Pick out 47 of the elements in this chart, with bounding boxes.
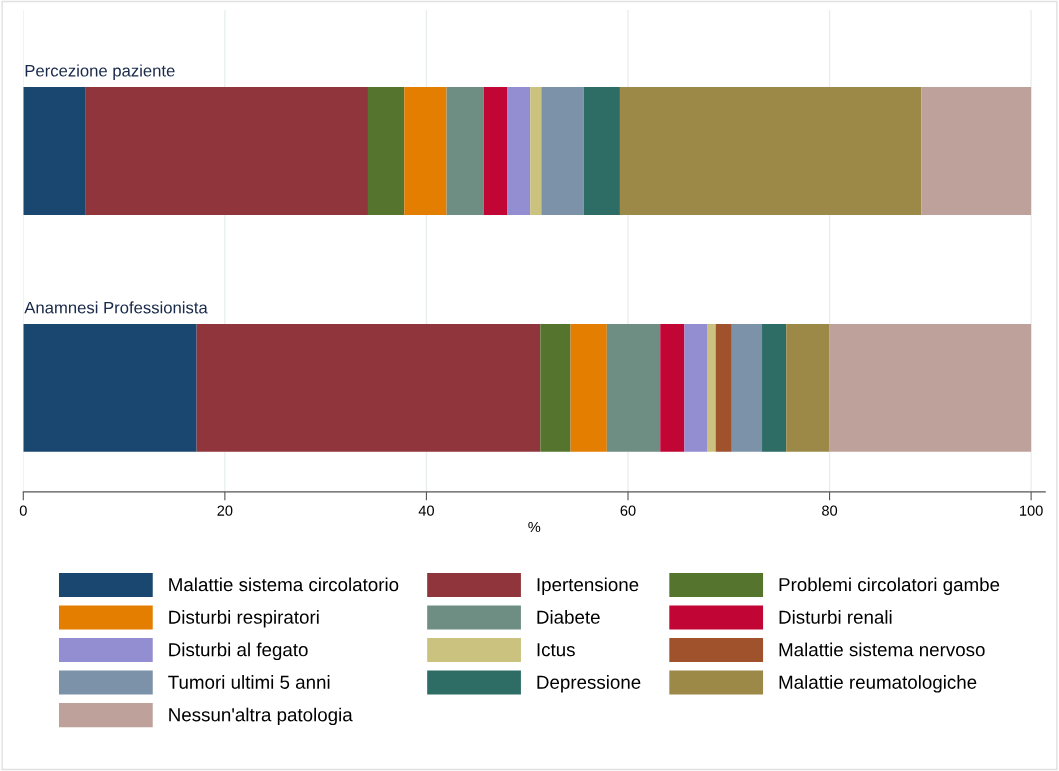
bar [483, 87, 508, 215]
bar [606, 323, 661, 452]
bar [530, 87, 542, 215]
legend-label: Depressione [537, 675, 641, 693]
legend-label: Disturbi renali [779, 610, 892, 624]
legend-label: Malattie reumatologiche [779, 675, 977, 693]
x-tick-label: 20 [217, 505, 233, 516]
bar [762, 323, 787, 452]
bar [583, 87, 620, 215]
x-axis-title: % [528, 521, 541, 533]
bar [541, 87, 584, 215]
bar [507, 87, 531, 215]
bar [707, 323, 716, 452]
bar [446, 87, 484, 215]
bar [731, 323, 763, 452]
y-tick-label: Percezione paziente [25, 64, 175, 80]
legend-label: Disturbi respiratori [169, 610, 319, 628]
x-tick-label: 40 [418, 505, 434, 516]
bar [404, 87, 447, 215]
legend-label: Nessun'altra patologia [169, 707, 353, 726]
x-tick-label: 100 [1020, 505, 1043, 516]
bar [684, 323, 708, 452]
legend-label: Malattie sistema nervoso [779, 642, 985, 657]
bar [540, 323, 571, 452]
bar [786, 323, 830, 452]
legend-label: Ipertensione [537, 577, 639, 595]
legend-label: Ictus [537, 643, 575, 657]
x-tick-label: 0 [19, 505, 27, 516]
legend-label: Malattie sistema circolatorio [169, 577, 399, 592]
bar [23, 323, 197, 452]
bar [570, 323, 607, 452]
bar [921, 87, 1032, 215]
bar [660, 323, 685, 452]
bar [715, 323, 732, 452]
legend-label: Problemi circolatori gambe [779, 577, 1000, 595]
bar [196, 323, 541, 452]
bar [367, 87, 405, 215]
y-tick-label: Anamnesi Professionista [24, 301, 208, 314]
bar [829, 323, 1032, 452]
x-tick-label: 80 [822, 505, 838, 516]
legend-label: Tumori ultimi 5 anni [168, 675, 330, 689]
x-tick-label: 60 [620, 505, 636, 516]
bar [23, 87, 86, 215]
legend-label: Disturbi al fegato [169, 642, 308, 661]
legend-label: Diabete [537, 610, 600, 624]
bar [85, 87, 368, 215]
bar [619, 87, 922, 215]
